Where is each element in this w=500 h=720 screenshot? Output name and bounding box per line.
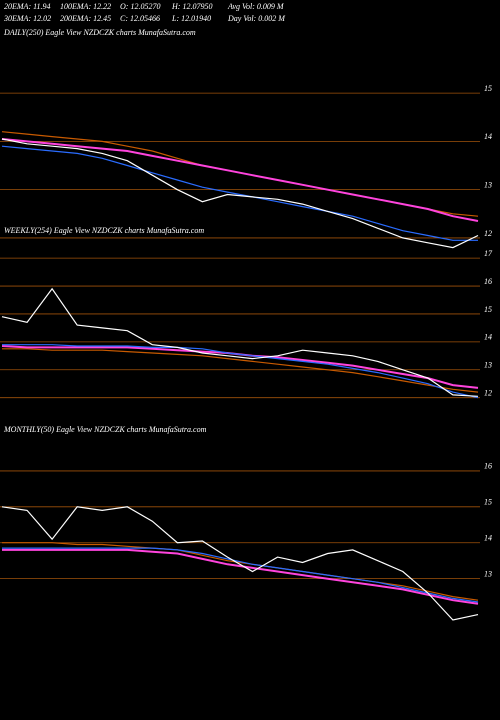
y-tick-label: 16 — [484, 462, 492, 471]
header-stat: L: 12.01940 — [171, 14, 211, 23]
y-tick-label: 15 — [484, 84, 492, 93]
chart-title: MONTHLY(50) Eagle View NZDCZK charts Mun… — [3, 425, 207, 434]
series-line — [2, 548, 479, 605]
series-line — [1, 145, 478, 241]
chart-title: WEEKLY(254) Eagle View NZDCZK charts Mun… — [4, 226, 204, 235]
header-stat: C: 12.05466 — [120, 14, 160, 23]
header-stat: Avg Vol: 0.009 M — [227, 2, 285, 11]
y-tick-label: 13 — [484, 569, 492, 578]
y-tick-label: 17 — [484, 249, 493, 258]
header-stat: 100EMA: 12.22 — [60, 2, 111, 11]
y-tick-label: 14 — [484, 132, 492, 141]
series-line — [2, 547, 479, 603]
header-stat: 200EMA: 12.45 — [60, 14, 111, 23]
series-line — [1, 506, 479, 621]
y-tick-label: 12 — [484, 389, 492, 398]
series-line — [2, 344, 479, 399]
y-tick-label: 13 — [484, 361, 492, 370]
header-stat: 30EMA: 12.02 — [3, 14, 51, 23]
chart-title: DAILY(250) Eagle View NZDCZK charts Muna… — [3, 28, 196, 37]
header-stat: H: 12.07950 — [171, 2, 212, 11]
series-line — [1, 138, 479, 249]
header-stat: O: 12.05270 — [120, 2, 160, 11]
y-tick-label: 12 — [484, 229, 492, 238]
series-line — [1, 138, 479, 222]
series-line — [2, 348, 479, 393]
y-tick-label: 15 — [484, 498, 492, 507]
y-tick-label: 13 — [484, 180, 492, 189]
header-stat: Day Vol: 0.002 M — [227, 14, 286, 23]
y-tick-label: 15 — [484, 305, 492, 314]
series-line — [1, 131, 479, 217]
series-line — [2, 542, 479, 601]
y-tick-label: 16 — [484, 277, 492, 286]
series-line — [1, 287, 479, 397]
header-stat: 20EMA: 11.94 — [4, 2, 51, 11]
y-tick-label: 14 — [484, 333, 492, 342]
y-tick-label: 14 — [484, 534, 492, 543]
